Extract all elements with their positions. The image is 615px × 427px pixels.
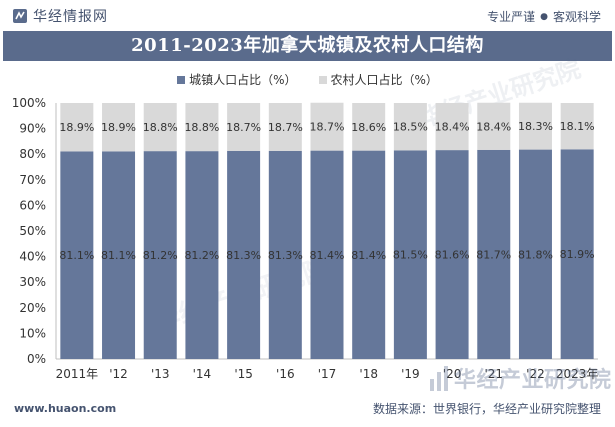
bar-rural: [477, 102, 511, 150]
data-label-urban: 81.2%: [184, 249, 219, 262]
legend-item-urban: 城镇人口占比（%）: [177, 71, 297, 88]
x-tick-label: '13: [151, 367, 170, 381]
data-label-rural: 18.7%: [310, 121, 345, 134]
bar-rural: [560, 103, 594, 150]
bar-urban: [393, 150, 427, 359]
x-tick-label: '15: [234, 367, 253, 381]
y-tick-label: 30%: [19, 275, 46, 289]
legend-label-rural: 农村人口占比（%）: [330, 73, 438, 87]
data-label-rural: 18.8%: [184, 121, 219, 134]
y-tick-label: 80%: [19, 147, 46, 161]
bar-rural: [352, 103, 386, 151]
top-bar: 华经情报网 专业严谨 ● 客观科学: [0, 0, 615, 30]
x-tick-label: '21: [484, 367, 503, 381]
y-tick-label: 10%: [19, 326, 46, 340]
bar-rural: [185, 103, 219, 152]
data-label-rural: 18.9%: [59, 121, 94, 134]
bar-urban: [102, 151, 136, 359]
slogan-right: 客观科学: [552, 10, 601, 24]
x-tick-label: '16: [276, 367, 295, 381]
y-tick-label: 40%: [19, 250, 46, 264]
data-label-urban: 81.1%: [101, 249, 136, 262]
data-label-rural: 18.5%: [393, 121, 428, 134]
y-tick-label: 20%: [19, 301, 46, 315]
legend-swatch-rural: [318, 75, 327, 84]
bar-rural: [310, 102, 344, 151]
data-label-rural: 18.9%: [101, 121, 136, 134]
data-label-rural: 18.4%: [476, 120, 511, 133]
x-tick-label: '19: [401, 367, 420, 381]
x-tick-label: '22: [526, 367, 545, 381]
bar-rural: [268, 103, 302, 151]
data-label-urban: 81.2%: [143, 249, 178, 262]
slogan-left: 专业严谨: [487, 10, 536, 24]
bar-urban: [518, 149, 552, 359]
bar-urban: [435, 150, 469, 359]
data-label-urban: 81.3%: [268, 249, 303, 262]
y-tick-label: 50%: [19, 224, 46, 238]
x-tick-label: '18: [359, 367, 378, 381]
data-label-rural: 18.1%: [560, 120, 595, 133]
data-label-urban: 81.3%: [226, 249, 261, 262]
corner-watermark-text: 华经产业研究院: [454, 368, 612, 393]
x-tick-label: '17: [318, 367, 337, 381]
bar-urban: [227, 150, 261, 359]
data-label-rural: 18.8%: [143, 121, 178, 134]
bar-urban: [268, 150, 302, 359]
brand-name: 华经情报网: [33, 9, 108, 25]
x-tick-label: '12: [109, 367, 128, 381]
legend-label-urban: 城镇人口占比（%）: [189, 73, 297, 87]
data-label-rural: 18.4%: [435, 121, 470, 134]
data-label-urban: 81.8%: [518, 248, 553, 261]
y-tick-label: 60%: [19, 198, 46, 212]
bar-rural: [60, 103, 94, 152]
data-source: 数据来源：世界银行，华经产业研究院整理: [372, 402, 601, 416]
bullet-icon: ●: [540, 11, 548, 22]
chart-legend: 城镇人口占比（%） 农村人口占比（%）: [0, 71, 615, 88]
bar-rural: [393, 103, 427, 151]
data-label-urban: 81.6%: [435, 249, 470, 262]
bar-urban: [352, 150, 386, 359]
y-tick-label: 0%: [27, 352, 46, 366]
y-tick-label: 100%: [12, 96, 46, 110]
data-label-urban: 81.9%: [560, 248, 595, 261]
bar-urban: [560, 149, 594, 359]
data-label-rural: 18.6%: [351, 121, 386, 134]
footer-url[interactable]: www.huaon.com: [14, 402, 117, 415]
x-tick-label: 2023年: [556, 367, 599, 381]
data-label-urban: 81.7%: [476, 248, 511, 261]
data-label-urban: 81.4%: [351, 249, 386, 262]
brand[interactable]: 华经情报网: [12, 6, 108, 26]
bottom-line: [0, 423, 615, 427]
bar-rural: [102, 103, 136, 152]
chart-title: 2011-2023年加拿大城镇及农村人口结构: [3, 31, 612, 61]
data-label-urban: 81.5%: [393, 249, 428, 262]
corner-watermark: 华经产业研究院: [428, 362, 612, 394]
bar-urban: [185, 151, 219, 359]
data-label-rural: 18.7%: [268, 121, 303, 134]
y-tick-label: 70%: [19, 173, 46, 187]
data-label-urban: 81.4%: [310, 249, 345, 262]
bar-urban: [477, 149, 511, 359]
legend-swatch-urban: [177, 75, 186, 84]
x-tick-label: '14: [193, 367, 212, 381]
bar-urban: [143, 151, 177, 359]
legend-item-rural: 农村人口占比（%）: [318, 71, 438, 88]
bar-rural: [143, 103, 177, 152]
x-tick-label: '20: [443, 367, 462, 381]
bar-urban: [60, 151, 94, 359]
y-tick-label: 90%: [19, 122, 46, 136]
bar-rural: [518, 102, 552, 150]
data-label-rural: 18.3%: [518, 120, 553, 133]
data-label-urban: 81.1%: [59, 249, 94, 262]
bar-rural: [227, 103, 261, 151]
bar-urban: [310, 150, 344, 359]
bar-rural: [435, 103, 469, 151]
data-label-rural: 18.7%: [226, 121, 261, 134]
huajing-logo-icon: [13, 9, 27, 23]
bar-chart-icon: [430, 366, 448, 391]
x-tick-label: 2011年: [56, 367, 99, 381]
slogan: 专业严谨 ● 客观科学: [487, 8, 601, 25]
